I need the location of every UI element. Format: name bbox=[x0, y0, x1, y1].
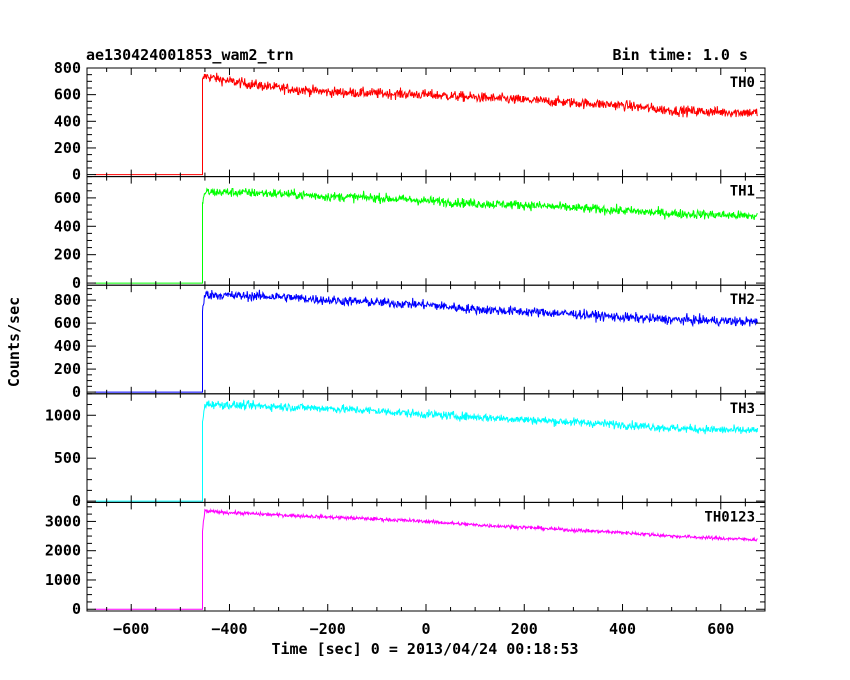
y-tick-label: 0 bbox=[72, 383, 81, 401]
panel-th2: 0 200 400 600 800 TH2 bbox=[54, 284, 766, 401]
y-tick-label: 400 bbox=[54, 337, 81, 355]
bin-time-label: Bin time: 1.0 s bbox=[613, 46, 748, 64]
series-line-th2 bbox=[94, 289, 759, 393]
x-tick-label: −400 bbox=[211, 620, 247, 638]
y-tick-label: 800 bbox=[54, 291, 81, 309]
x-tick-label: 600 bbox=[707, 620, 734, 638]
x-tick-label: 0 bbox=[421, 620, 430, 638]
y-tick-label: 800 bbox=[54, 59, 81, 77]
panel-frame bbox=[86, 501, 766, 612]
panel-th3: 0 500 1000 TH3 bbox=[45, 393, 766, 510]
panel-label-th3: TH3 bbox=[730, 401, 755, 417]
panel-th1: 0 200 400 600 TH1 bbox=[54, 176, 766, 292]
y-tick-label: 200 bbox=[54, 360, 81, 378]
series-line-th0 bbox=[94, 72, 758, 176]
x-tick-label: −200 bbox=[310, 620, 346, 638]
series-line-th3 bbox=[94, 399, 759, 502]
y-tick-label: 0 bbox=[72, 492, 81, 510]
panels-group: 0 200 400 600 800 TH0 0 200 400 600 TH1 0 200 400 600 8… bbox=[45, 59, 766, 618]
y-tick-label: 200 bbox=[54, 139, 81, 157]
y-tick-label: 500 bbox=[54, 449, 81, 467]
series-line-th1 bbox=[94, 187, 758, 284]
panel-frame bbox=[86, 393, 766, 503]
x-tick-label: −600 bbox=[113, 620, 149, 638]
y-tick-label: 0 bbox=[72, 600, 81, 618]
panel-label-th0: TH0 bbox=[730, 75, 755, 91]
y-tick-label: 2000 bbox=[45, 542, 81, 560]
y-tick-label: 600 bbox=[54, 314, 81, 332]
y-tick-label: 400 bbox=[54, 217, 81, 235]
panel-label-th0123: TH0123 bbox=[704, 509, 755, 525]
chart-title: ae130424001853_wam2_trn bbox=[86, 46, 294, 64]
y-tick-label: 400 bbox=[54, 112, 81, 130]
x-tick-label: 200 bbox=[511, 620, 538, 638]
shared-x-axis: −600 −400 −200 0 200 400 600 bbox=[113, 620, 734, 638]
y-axis-label: Counts/sec bbox=[5, 297, 23, 387]
y-tick-label: 1000 bbox=[45, 406, 81, 424]
panel-frame bbox=[86, 67, 766, 178]
y-tick-label: 3000 bbox=[45, 512, 81, 530]
x-tick-label: 400 bbox=[609, 620, 636, 638]
panel-label-th2: TH2 bbox=[730, 292, 755, 308]
y-tick-label: 1000 bbox=[45, 571, 81, 589]
x-axis-label: Time [sec] 0 = 2013/04/24 00:18:53 bbox=[271, 640, 578, 658]
y-tick-label: 600 bbox=[54, 86, 81, 104]
series-line-th0123 bbox=[94, 507, 758, 610]
panel-th0123: 0 1000 2000 3000 TH0123 bbox=[45, 501, 766, 618]
y-tick-label: 0 bbox=[72, 274, 81, 292]
panel-frame bbox=[86, 176, 766, 286]
y-tick-label: 200 bbox=[54, 246, 81, 264]
panel-frame bbox=[86, 284, 766, 395]
y-tick-label: 0 bbox=[72, 166, 81, 184]
panel-th0: 0 200 400 600 800 TH0 bbox=[54, 59, 766, 184]
panel-label-th1: TH1 bbox=[730, 184, 755, 200]
y-tick-label: 600 bbox=[54, 189, 81, 207]
